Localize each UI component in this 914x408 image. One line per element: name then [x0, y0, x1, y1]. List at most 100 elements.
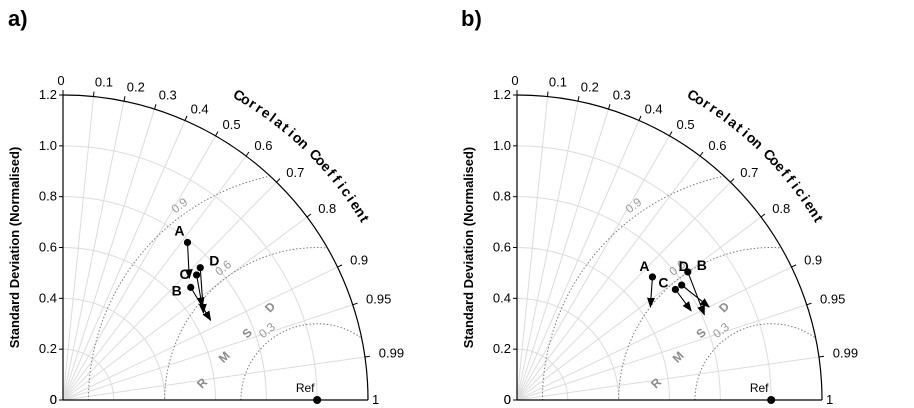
corr-grid-ray	[516, 181, 731, 401]
origin-label: 0	[50, 392, 57, 407]
corr-tick-mark	[245, 151, 250, 157]
y-tick-label: 1.2	[39, 87, 57, 102]
corr-grid-ray	[516, 135, 670, 401]
rmsd-letter: R	[648, 375, 664, 391]
corr-tick-mark	[577, 96, 580, 102]
y-axis-title: Standard Deviation (Normalised)	[461, 147, 476, 349]
model-label: C	[658, 274, 668, 290]
outer-arc	[62, 94, 369, 401]
corr-tick-mark	[123, 96, 126, 102]
corr-grid-ray	[62, 155, 247, 401]
std-grid-arc	[62, 247, 216, 401]
model-arrow	[190, 287, 212, 322]
model-point	[183, 238, 192, 247]
corr-grid-ray	[62, 108, 155, 401]
corr-tick-mark	[638, 115, 642, 121]
rmsd-letter: D	[716, 299, 732, 315]
corr-grid-ray	[62, 135, 216, 401]
model-point	[187, 283, 195, 291]
rms-contour-label: 0.3	[710, 320, 732, 342]
std-grid-arc	[516, 247, 670, 401]
corr-tick-mark	[608, 104, 611, 110]
corr-tick-label: 0.9	[350, 253, 368, 268]
corr-tick-label: 0.4	[191, 101, 209, 116]
reference-point	[767, 396, 776, 404]
panel-label: a)	[8, 6, 28, 31]
corr-tick-label: 0.4	[645, 101, 663, 116]
corr-tick-label: 0.99	[833, 346, 858, 361]
corr-tick-mark	[276, 178, 281, 183]
reference-label: Ref	[750, 381, 769, 395]
corr-tick-label: 0.3	[613, 88, 631, 103]
corr-tick-mark	[818, 355, 824, 358]
corr-grid-ray	[62, 120, 186, 401]
corr-grid-ray	[62, 356, 366, 401]
std-grid-arc	[516, 196, 721, 401]
corr-tick-mark	[93, 91, 95, 97]
model-point	[684, 268, 692, 276]
corr-tick-mark	[699, 151, 704, 157]
model-point	[648, 273, 657, 281]
std-grid-arc	[516, 297, 620, 401]
corr-grid-ray	[516, 216, 762, 401]
corr-tick-mark	[669, 131, 673, 137]
model-label: A	[174, 222, 184, 238]
corr-tick-label: 0.7	[286, 165, 304, 180]
model-label: D	[209, 253, 219, 269]
corr-tick-mark	[730, 178, 735, 183]
corr-grid-ray	[516, 101, 579, 401]
corr-grid-ray	[516, 304, 807, 401]
corr-tick-mark	[760, 213, 766, 218]
rmsd-letter: M	[216, 349, 233, 366]
y-tick-label: 1.0	[39, 138, 57, 153]
corr-tick-mark	[337, 264, 343, 268]
y-tick-label: 0.6	[39, 240, 57, 255]
model-arrow	[674, 289, 692, 312]
y-tick-label: 0.4	[39, 290, 57, 305]
y-axis-title: Standard Deviation (Normalised)	[7, 147, 22, 349]
corr-grid-ray	[516, 155, 701, 401]
corr-tick-label: 0.2	[127, 79, 145, 94]
origin-label: 0	[504, 392, 511, 407]
y-tick-label: 0.4	[493, 290, 511, 305]
model-point	[671, 285, 679, 294]
model-label: C	[180, 266, 190, 282]
rmsd-letter: D	[262, 299, 278, 315]
corr-grid-ray	[62, 181, 277, 401]
corr-tick-label: 0.1	[95, 75, 113, 90]
y-tick-label: 0.8	[39, 189, 57, 204]
corr-grid-ray	[62, 101, 125, 401]
corr-tick-mark	[154, 104, 157, 110]
corr-grid-ray	[62, 304, 353, 401]
std-grid-arc	[62, 145, 318, 401]
grid	[62, 96, 366, 401]
model-arrow	[681, 284, 710, 308]
corr-tick-label: 0.8	[772, 201, 790, 216]
model-arrow	[647, 276, 655, 308]
corr-grid-ray	[62, 266, 338, 401]
corr-grid-ray	[516, 356, 820, 401]
corr-tick-label: 0.8	[318, 201, 336, 216]
rms-contour-arc	[541, 170, 822, 400]
corr-tick-mark	[184, 115, 188, 121]
corr-grid-ray	[516, 108, 609, 401]
y-tick-label: 1.0	[493, 138, 511, 153]
rms-contour-label: 0.9	[623, 195, 645, 217]
grid	[516, 96, 820, 401]
std-grid-arc	[62, 196, 267, 401]
std-grid-arc	[62, 297, 166, 401]
corr-tick-label: 0	[57, 73, 64, 88]
model-label: D	[679, 258, 689, 274]
rms-contour-arc	[87, 170, 368, 400]
x-tick-label: 1	[372, 392, 379, 407]
corr-tick-mark	[215, 131, 219, 137]
corr-grid-ray	[62, 96, 94, 401]
std-grid-arc	[516, 145, 772, 401]
y-tick-label: 0.2	[493, 341, 511, 356]
corr-tick-mark	[306, 213, 312, 218]
y-tick-label: 1.2	[493, 87, 511, 102]
std-grid-arc	[516, 348, 569, 401]
corr-tick-label: 0.6	[708, 138, 726, 153]
